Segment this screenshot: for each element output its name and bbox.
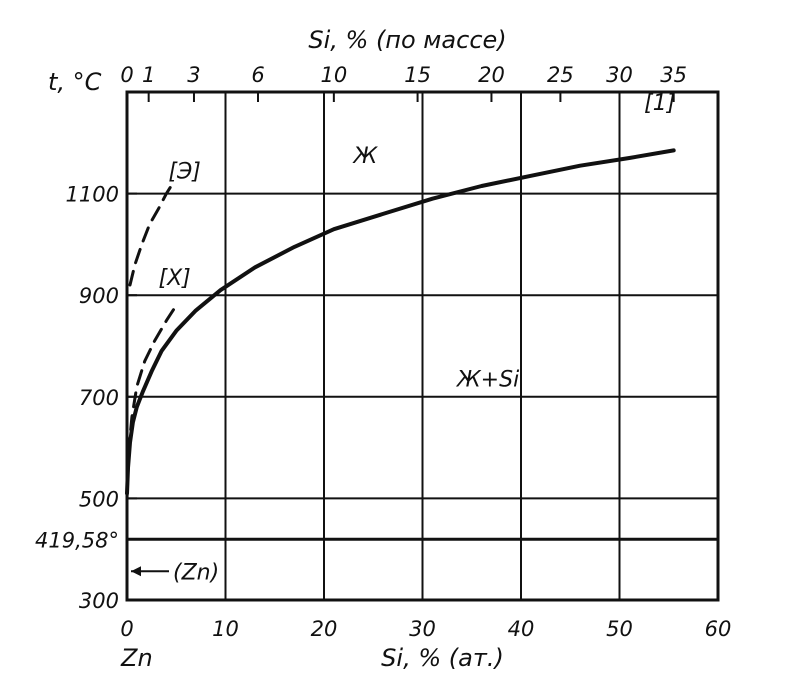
top-tick-label-0: 0 bbox=[120, 63, 133, 87]
annotations: Ж Ж+Si [1] [Э] [X] (Zn) bbox=[131, 91, 675, 585]
x-bottom-axis-title: Si, % (ат.) bbox=[381, 644, 504, 672]
top-tick-label-6: 20 bbox=[478, 63, 505, 87]
y-tick-label-2: 500 bbox=[79, 487, 119, 511]
top-tick-label-1: 1 bbox=[142, 63, 155, 87]
annotation-3: [Э] bbox=[168, 159, 201, 184]
annotation-0: Ж bbox=[352, 144, 379, 169]
annotation-1: Ж+Si bbox=[455, 368, 519, 393]
x-tick-label-50: 50 bbox=[606, 617, 633, 641]
top-tick-label-5: 15 bbox=[404, 63, 431, 87]
y-tick-label-0: 300 bbox=[79, 589, 119, 613]
x-top-axis-title: Si, % (по массе) bbox=[308, 26, 506, 54]
top-tick-label-7: 25 bbox=[547, 63, 574, 87]
top-tick-label-8: 30 bbox=[606, 63, 633, 87]
y-tick-label-4: 900 bbox=[79, 284, 119, 308]
x-tick-label-20: 20 bbox=[311, 617, 338, 641]
y-tick-label-1: 419,58° bbox=[35, 528, 119, 552]
series-line-1 bbox=[125, 303, 178, 500]
y-tick-label-5: 1100 bbox=[66, 183, 119, 207]
x-tick-label-10: 10 bbox=[212, 617, 239, 641]
x-left-element-label: Zn bbox=[120, 644, 153, 672]
series-line-0 bbox=[125, 148, 676, 496]
series-layer bbox=[125, 148, 676, 500]
eutectic-label: (Zn) bbox=[173, 560, 219, 585]
top-tick-label-4: 10 bbox=[320, 63, 347, 87]
x-tick-label-40: 40 bbox=[508, 617, 535, 641]
y-tick-label-3: 700 bbox=[79, 386, 119, 410]
top-tick-label-2: 3 bbox=[187, 63, 200, 87]
x-tick-label-30: 30 bbox=[409, 617, 436, 641]
zn-arrowhead bbox=[131, 566, 141, 577]
series-line-2 bbox=[128, 179, 176, 287]
top-tick-label-3: 6 bbox=[251, 63, 264, 87]
y-axis-title: t, °C bbox=[48, 68, 102, 96]
annotation-4: [X] bbox=[159, 266, 191, 291]
grid bbox=[127, 92, 718, 600]
x-tick-label-0: 0 bbox=[120, 617, 133, 641]
x-tick-label-60: 60 bbox=[705, 617, 732, 641]
plot-frame bbox=[125, 90, 720, 602]
annotation-2: [1] bbox=[644, 91, 675, 116]
top-tick-label-9: 35 bbox=[660, 63, 687, 87]
